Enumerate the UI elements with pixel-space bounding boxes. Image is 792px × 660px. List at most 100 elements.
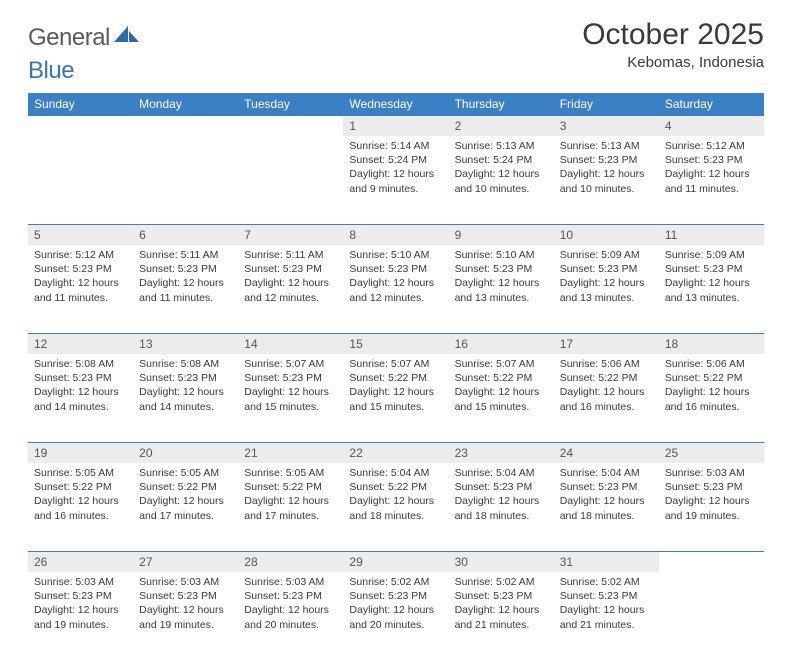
daynum-cell [659, 551, 764, 572]
day-cell [28, 136, 133, 224]
weekday-header: Friday [554, 93, 659, 115]
daynum-cell: 16 [449, 333, 554, 354]
day-details: Sunrise: 5:13 AMSunset: 5:23 PMDaylight:… [554, 136, 659, 202]
daynum-cell: 3 [554, 115, 659, 136]
daynum-cell: 17 [554, 333, 659, 354]
daynum-cell: 14 [238, 333, 343, 354]
day-number: 2 [449, 115, 554, 136]
daynum-row: 19202122232425 [28, 442, 764, 463]
day-details: Sunrise: 5:02 AMSunset: 5:23 PMDaylight:… [554, 572, 659, 638]
daynum-row: 567891011 [28, 224, 764, 245]
day-number: 13 [133, 333, 238, 354]
day-number: 24 [554, 442, 659, 463]
day-details: Sunrise: 5:03 AMSunset: 5:23 PMDaylight:… [28, 572, 133, 638]
logo-text-general: General [28, 24, 110, 52]
day-details: Sunrise: 5:08 AMSunset: 5:23 PMDaylight:… [133, 354, 238, 420]
daynum-cell: 26 [28, 551, 133, 572]
daynum-cell: 21 [238, 442, 343, 463]
day-cell: Sunrise: 5:05 AMSunset: 5:22 PMDaylight:… [238, 463, 343, 551]
day-details: Sunrise: 5:05 AMSunset: 5:22 PMDaylight:… [133, 463, 238, 529]
daynum-row: 1234 [28, 115, 764, 136]
daynum-cell: 19 [28, 442, 133, 463]
day-details: Sunrise: 5:03 AMSunset: 5:23 PMDaylight:… [659, 463, 764, 529]
day-cell: Sunrise: 5:13 AMSunset: 5:24 PMDaylight:… [449, 136, 554, 224]
day-cell: Sunrise: 5:04 AMSunset: 5:22 PMDaylight:… [343, 463, 448, 551]
day-details: Sunrise: 5:06 AMSunset: 5:22 PMDaylight:… [554, 354, 659, 420]
daynum-cell [28, 115, 133, 136]
daynum-cell: 10 [554, 224, 659, 245]
day-number: 20 [133, 442, 238, 463]
day-number [133, 115, 238, 136]
day-details: Sunrise: 5:03 AMSunset: 5:23 PMDaylight:… [238, 572, 343, 638]
weekday-header: Thursday [449, 93, 554, 115]
daynum-cell: 18 [659, 333, 764, 354]
day-details: Sunrise: 5:09 AMSunset: 5:23 PMDaylight:… [659, 245, 764, 311]
daynum-row: 12131415161718 [28, 333, 764, 354]
daynum-cell: 8 [343, 224, 448, 245]
day-number: 6 [133, 224, 238, 245]
daynum-cell: 25 [659, 442, 764, 463]
day-body-row: Sunrise: 5:12 AMSunset: 5:23 PMDaylight:… [28, 245, 764, 333]
day-number: 27 [133, 551, 238, 572]
day-number: 1 [343, 115, 448, 136]
day-details: Sunrise: 5:08 AMSunset: 5:23 PMDaylight:… [28, 354, 133, 420]
day-number: 3 [554, 115, 659, 136]
day-cell: Sunrise: 5:08 AMSunset: 5:23 PMDaylight:… [133, 354, 238, 442]
day-cell [238, 136, 343, 224]
day-cell: Sunrise: 5:05 AMSunset: 5:22 PMDaylight:… [133, 463, 238, 551]
daynum-cell: 2 [449, 115, 554, 136]
day-number: 25 [659, 442, 764, 463]
daynum-cell [133, 115, 238, 136]
day-number: 15 [343, 333, 448, 354]
day-details: Sunrise: 5:12 AMSunset: 5:23 PMDaylight:… [28, 245, 133, 311]
day-details: Sunrise: 5:04 AMSunset: 5:23 PMDaylight:… [449, 463, 554, 529]
page-subtitle: Kebomas, Indonesia [582, 54, 764, 71]
day-details: Sunrise: 5:11 AMSunset: 5:23 PMDaylight:… [133, 245, 238, 311]
day-details: Sunrise: 5:09 AMSunset: 5:23 PMDaylight:… [554, 245, 659, 311]
day-number: 10 [554, 224, 659, 245]
daynum-cell: 11 [659, 224, 764, 245]
day-number: 11 [659, 224, 764, 245]
day-details: Sunrise: 5:10 AMSunset: 5:23 PMDaylight:… [343, 245, 448, 311]
title-block: October 2025 Kebomas, Indonesia [582, 18, 764, 71]
daynum-cell: 7 [238, 224, 343, 245]
day-number: 19 [28, 442, 133, 463]
daynum-cell: 4 [659, 115, 764, 136]
day-number: 4 [659, 115, 764, 136]
day-cell: Sunrise: 5:12 AMSunset: 5:23 PMDaylight:… [659, 136, 764, 224]
daynum-cell: 5 [28, 224, 133, 245]
day-number: 31 [554, 551, 659, 572]
day-number: 22 [343, 442, 448, 463]
day-number: 26 [28, 551, 133, 572]
day-details: Sunrise: 5:03 AMSunset: 5:23 PMDaylight:… [133, 572, 238, 638]
day-cell: Sunrise: 5:02 AMSunset: 5:23 PMDaylight:… [343, 572, 448, 660]
day-cell: Sunrise: 5:04 AMSunset: 5:23 PMDaylight:… [449, 463, 554, 551]
page-title: October 2025 [582, 18, 764, 52]
day-number [28, 115, 133, 136]
day-cell: Sunrise: 5:11 AMSunset: 5:23 PMDaylight:… [238, 245, 343, 333]
day-cell: Sunrise: 5:07 AMSunset: 5:23 PMDaylight:… [238, 354, 343, 442]
day-body-row: Sunrise: 5:03 AMSunset: 5:23 PMDaylight:… [28, 572, 764, 660]
day-cell: Sunrise: 5:07 AMSunset: 5:22 PMDaylight:… [449, 354, 554, 442]
logo-text-blue: Blue [28, 57, 74, 85]
day-number: 5 [28, 224, 133, 245]
day-cell: Sunrise: 5:03 AMSunset: 5:23 PMDaylight:… [133, 572, 238, 660]
weekday-header: Monday [133, 93, 238, 115]
day-number: 30 [449, 551, 554, 572]
day-details: Sunrise: 5:07 AMSunset: 5:23 PMDaylight:… [238, 354, 343, 420]
day-cell: Sunrise: 5:02 AMSunset: 5:23 PMDaylight:… [554, 572, 659, 660]
day-cell: Sunrise: 5:10 AMSunset: 5:23 PMDaylight:… [449, 245, 554, 333]
day-number: 8 [343, 224, 448, 245]
day-cell: Sunrise: 5:06 AMSunset: 5:22 PMDaylight:… [554, 354, 659, 442]
day-cell [133, 136, 238, 224]
day-details: Sunrise: 5:05 AMSunset: 5:22 PMDaylight:… [238, 463, 343, 529]
day-number: 21 [238, 442, 343, 463]
daynum-row: 262728293031 [28, 551, 764, 572]
daynum-cell: 24 [554, 442, 659, 463]
weekday-header: Sunday [28, 93, 133, 115]
weekday-header: Wednesday [343, 93, 448, 115]
daynum-cell: 15 [343, 333, 448, 354]
day-cell: Sunrise: 5:02 AMSunset: 5:23 PMDaylight:… [449, 572, 554, 660]
day-number: 12 [28, 333, 133, 354]
day-details: Sunrise: 5:12 AMSunset: 5:23 PMDaylight:… [659, 136, 764, 202]
